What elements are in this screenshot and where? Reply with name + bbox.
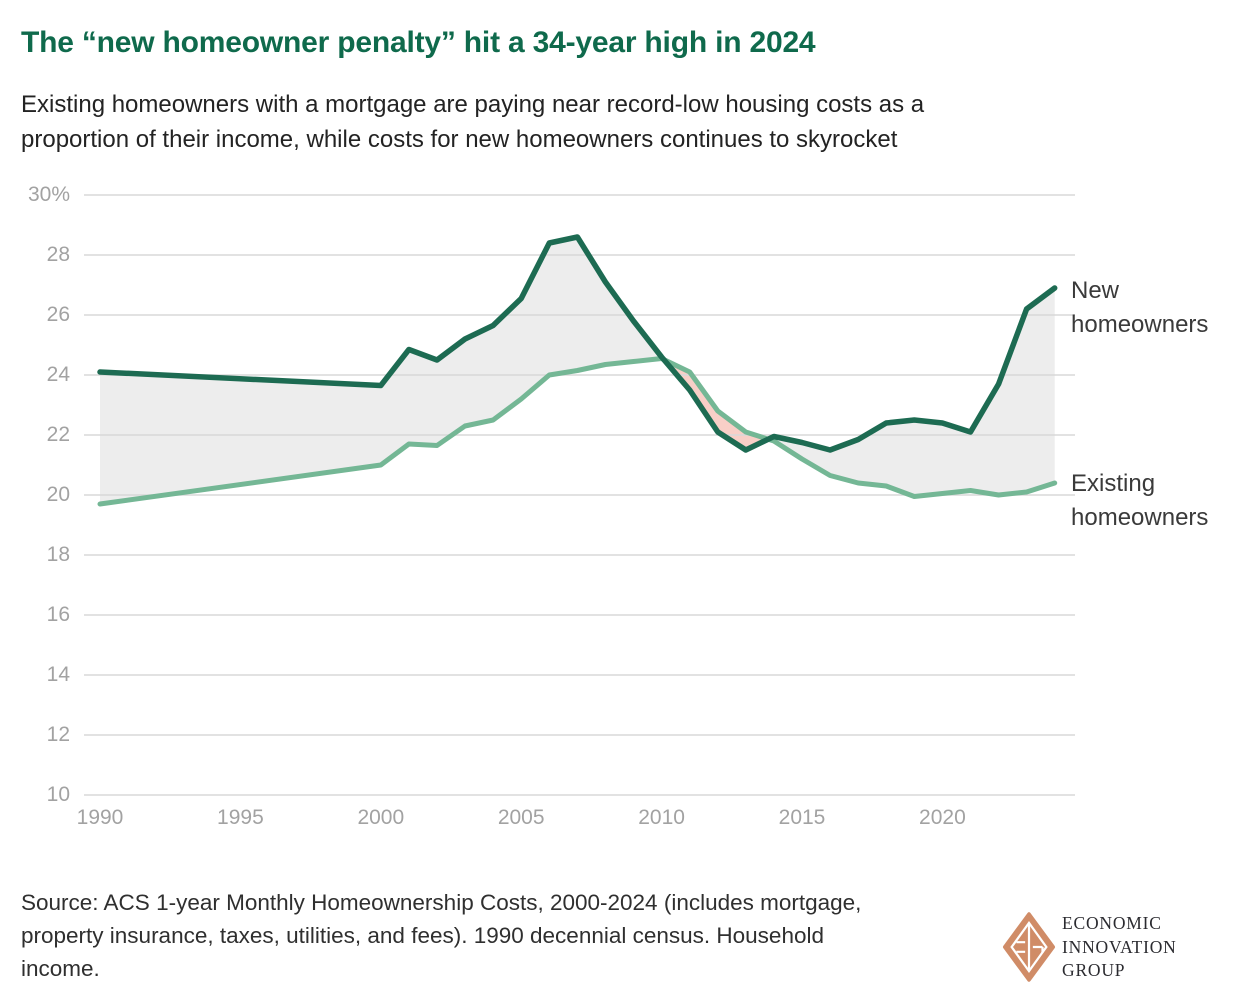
source-line1: Source: ACS 1-year Monthly Homeownership… bbox=[21, 890, 862, 915]
y-axis-label: 22 bbox=[46, 423, 70, 446]
y-axis-label: 26 bbox=[46, 303, 70, 326]
x-axis-label: 2010 bbox=[638, 806, 685, 829]
new-homeowners-line bbox=[97, 234, 1058, 453]
y-axis-label: 20 bbox=[46, 483, 70, 506]
source-line2: property insurance, taxes, utilities, an… bbox=[21, 923, 824, 948]
y-axis-label: 18 bbox=[46, 543, 70, 566]
source-note: Source: ACS 1-year Monthly Homeownership… bbox=[21, 886, 971, 985]
fill-gap-new-above bbox=[100, 237, 664, 504]
series-label-new-homeowners: New homeowners bbox=[1071, 277, 1209, 338]
source-line3: income. bbox=[21, 956, 100, 981]
x-axis-label: 1995 bbox=[217, 806, 264, 829]
eig-logo-text: ECONOMIC INNOVATION GROUP bbox=[1062, 912, 1177, 983]
logo-line2: INNOVATION bbox=[1062, 936, 1177, 957]
logo-line1: ECONOMIC bbox=[1062, 913, 1162, 933]
chart-title: The “new homeowner penalty” hit a 34-yea… bbox=[21, 26, 816, 59]
chart-subtitle-line1: Existing homeowners with a mortgage are … bbox=[21, 91, 925, 118]
x-axis-label: 2020 bbox=[919, 806, 966, 829]
chart-subtitle-line2: proportion of their income, while costs … bbox=[21, 126, 898, 153]
x-axis-label: 2005 bbox=[497, 806, 545, 829]
eig-monogram bbox=[1016, 922, 1044, 972]
logo-line3: GROUP bbox=[1062, 960, 1126, 980]
eig-diamond-icon bbox=[1002, 912, 1056, 982]
y-axis-label: 30% bbox=[27, 183, 70, 206]
y-axis-label: 10 bbox=[46, 783, 70, 806]
x-axis-label: 2015 bbox=[778, 806, 826, 829]
x-axis-label: 1990 bbox=[76, 806, 124, 829]
y-axis-label: 14 bbox=[46, 663, 70, 686]
eig-logo: ECONOMIC INNOVATION GROUP bbox=[1002, 911, 1222, 983]
y-axis-label: 16 bbox=[46, 603, 70, 626]
fill-gap-new-above bbox=[768, 288, 1055, 497]
y-axis-label: 28 bbox=[46, 243, 70, 266]
y-axis-label: 24 bbox=[46, 363, 70, 386]
y-axis-label: 12 bbox=[46, 723, 70, 746]
chart-subtitle: Existing homeowners with a mortgage are … bbox=[21, 87, 1211, 157]
x-axis-label: 2000 bbox=[357, 806, 405, 829]
fill-gap-existing-above bbox=[663, 359, 769, 450]
series-label-existing-homeowners: Existing homeowners bbox=[1071, 470, 1209, 531]
existing-homeowners-line bbox=[97, 356, 1058, 507]
